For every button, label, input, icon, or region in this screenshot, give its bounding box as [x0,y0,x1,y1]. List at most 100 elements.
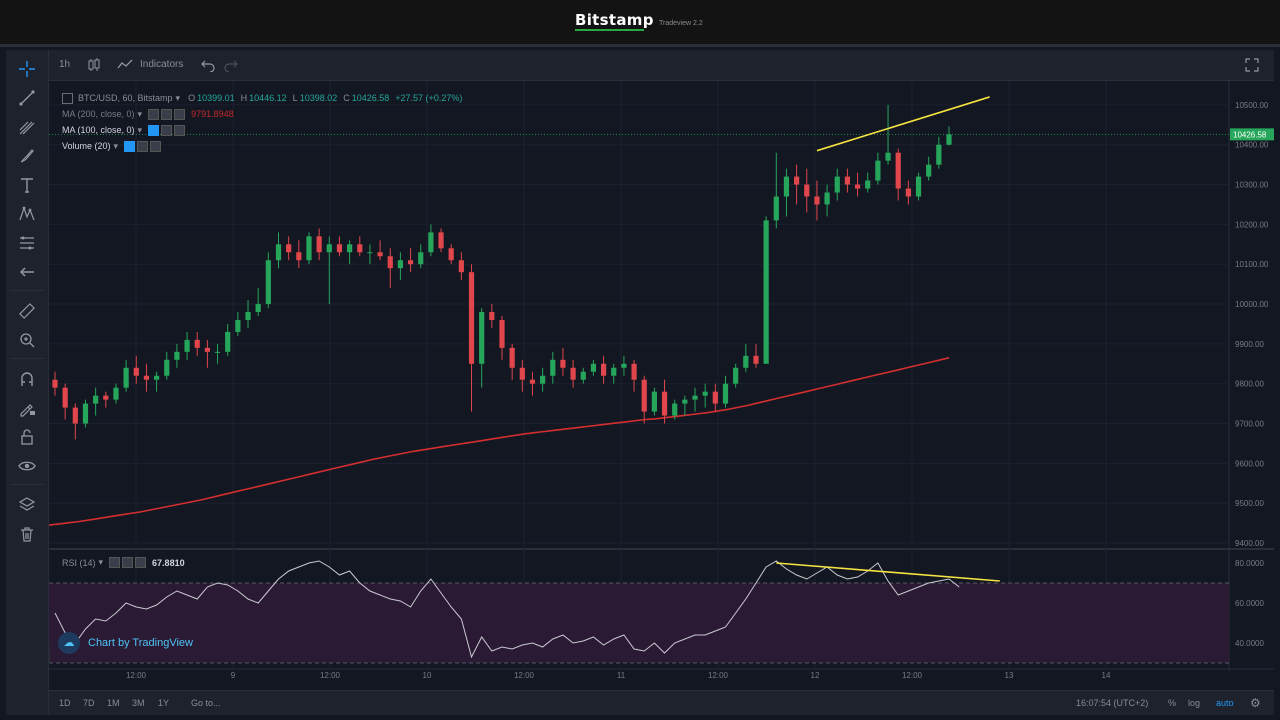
collapse-legend-icon[interactable] [62,92,73,104]
chevron-down-icon[interactable]: ▾ [175,93,181,103]
settings-icon[interactable] [161,108,173,120]
x-tick-label: 10 [423,671,432,680]
trendline-icon[interactable] [16,87,38,109]
candle-body [316,236,322,253]
visibility-toggle-icon[interactable] [124,140,136,152]
x-tick-label: 12:00 [514,671,535,680]
close-icon[interactable] [135,557,147,568]
chevron-down-icon[interactable]: ▾ [113,141,119,151]
x-tick-label: 12:00 [126,671,147,680]
candle-body [164,359,170,376]
text-icon[interactable] [16,174,38,196]
chart-canvas[interactable]: 10500.00 10400.00 10300.00 10200.00 10100.00… [49,81,1274,688]
percent-toggle[interactable]: % [1168,698,1177,708]
visibility-toggle-icon[interactable] [148,108,160,120]
candle-body [651,391,657,412]
candle-body [600,363,607,376]
ma100-label[interactable]: MA (100, close, 0) [62,125,135,135]
crosshair-icon[interactable] [16,58,38,80]
range-1y[interactable]: 1Y [158,698,170,708]
close-icon[interactable] [174,124,186,136]
indicators-icon[interactable] [117,50,133,80]
candle-body [926,164,932,177]
candle-body [265,260,271,305]
version-label: Tradeview 2.2 [659,20,703,27]
chevron-down-icon[interactable]: ▾ [137,109,143,119]
redo-icon[interactable] [224,50,238,80]
eye-icon[interactable] [16,455,38,477]
range-3m[interactable]: 3M [132,698,145,708]
auto-toggle[interactable]: auto [1216,698,1234,708]
x-tick-label: 12:00 [708,671,729,680]
settings-icon[interactable] [122,557,134,568]
range-1m[interactable]: 1M [107,698,120,708]
bottom-toolbar: 1D 7D 1M 3M 1Y Go to... 16:07:54 (UTC+2)… [49,690,1274,715]
candle-body [326,244,332,253]
range-1d[interactable]: 1D [59,698,71,708]
trash-icon[interactable] [16,523,38,545]
visibility-toggle-icon[interactable] [148,124,160,136]
rsi-band [49,583,1229,663]
candle-body [123,367,129,388]
y-tick-label: 9700.00 [1235,420,1264,429]
gear-icon[interactable]: ⚙ [1250,696,1261,710]
unlock-icon[interactable] [16,426,38,448]
rsi-legend: RSI (14) ▾ 67.8810 [62,557,185,568]
tradingview-badge[interactable]: ☁ Chart by TradingView [58,632,193,654]
candles-icon[interactable] [87,50,101,80]
log-toggle[interactable]: log [1188,698,1201,708]
volume-label[interactable]: Volume (20) [62,141,111,151]
pitchfork-icon[interactable] [16,116,38,138]
fib-icon[interactable] [16,232,38,254]
rsi-tick-label: 80.0000 [1235,559,1264,568]
pattern-icon[interactable] [16,203,38,225]
legend-main-row: BTC/USD, 60, Bitstamp ▾ O 10399.01 H 104… [62,90,462,106]
layers-icon[interactable] [16,494,38,516]
goto-button[interactable]: Go to... [191,698,221,708]
close-icon[interactable] [150,140,162,152]
ruler-icon[interactable] [16,300,38,322]
indicators-button[interactable]: Indicators [140,59,184,70]
candle-body [407,260,414,265]
toolbar-divider [10,484,44,485]
range-7d[interactable]: 7D [83,698,95,708]
close-icon[interactable] [174,108,186,120]
close-label: C [343,93,350,103]
x-tick-label: 9 [231,671,236,680]
brush-icon[interactable] [16,145,38,167]
candle-body [387,256,393,269]
settings-icon[interactable] [161,124,173,136]
chevron-down-icon[interactable]: ▾ [98,557,104,567]
candle-body [194,339,200,348]
trendline [816,96,990,152]
rsi-tick-label: 40.0000 [1235,639,1264,648]
undo-icon[interactable] [201,50,215,80]
lock-drawing-icon[interactable] [16,397,38,419]
brand-logo[interactable]: Bitstamp [575,11,654,29]
rsi-label[interactable]: RSI (14) [62,557,96,568]
arrow-icon[interactable] [16,261,38,283]
zoom-icon[interactable] [16,329,38,351]
rsi-value: 67.8810 [152,557,185,568]
visibility-toggle-icon[interactable] [109,557,121,568]
candle-body [347,244,353,253]
ma200-label[interactable]: MA (200, close, 0) [62,109,135,119]
open-value: 10399.01 [197,93,235,103]
last-price-label: 10426.58 [1233,130,1267,139]
settings-icon[interactable] [137,140,149,152]
fullscreen-icon[interactable] [1245,50,1259,80]
chevron-down-icon[interactable]: ▾ [137,125,143,135]
y-tick-label: 9900.00 [1235,340,1264,349]
magnet-icon[interactable] [16,368,38,390]
candle-body [468,272,475,364]
candle-body [814,196,820,205]
candle-body [438,232,444,249]
symbol-label[interactable]: BTC/USD, 60, Bitstamp [78,93,173,103]
tradingview-label[interactable]: Chart by TradingView [88,637,193,649]
candle-body [62,387,68,408]
interval-selector[interactable]: 1h [59,59,71,70]
candle-body [113,387,119,400]
chart-area[interactable]: 10500.00 10400.00 10300.00 10200.00 10100.00… [49,81,1274,688]
ma200-line [49,357,950,526]
y-tick-label: 9800.00 [1235,380,1264,389]
